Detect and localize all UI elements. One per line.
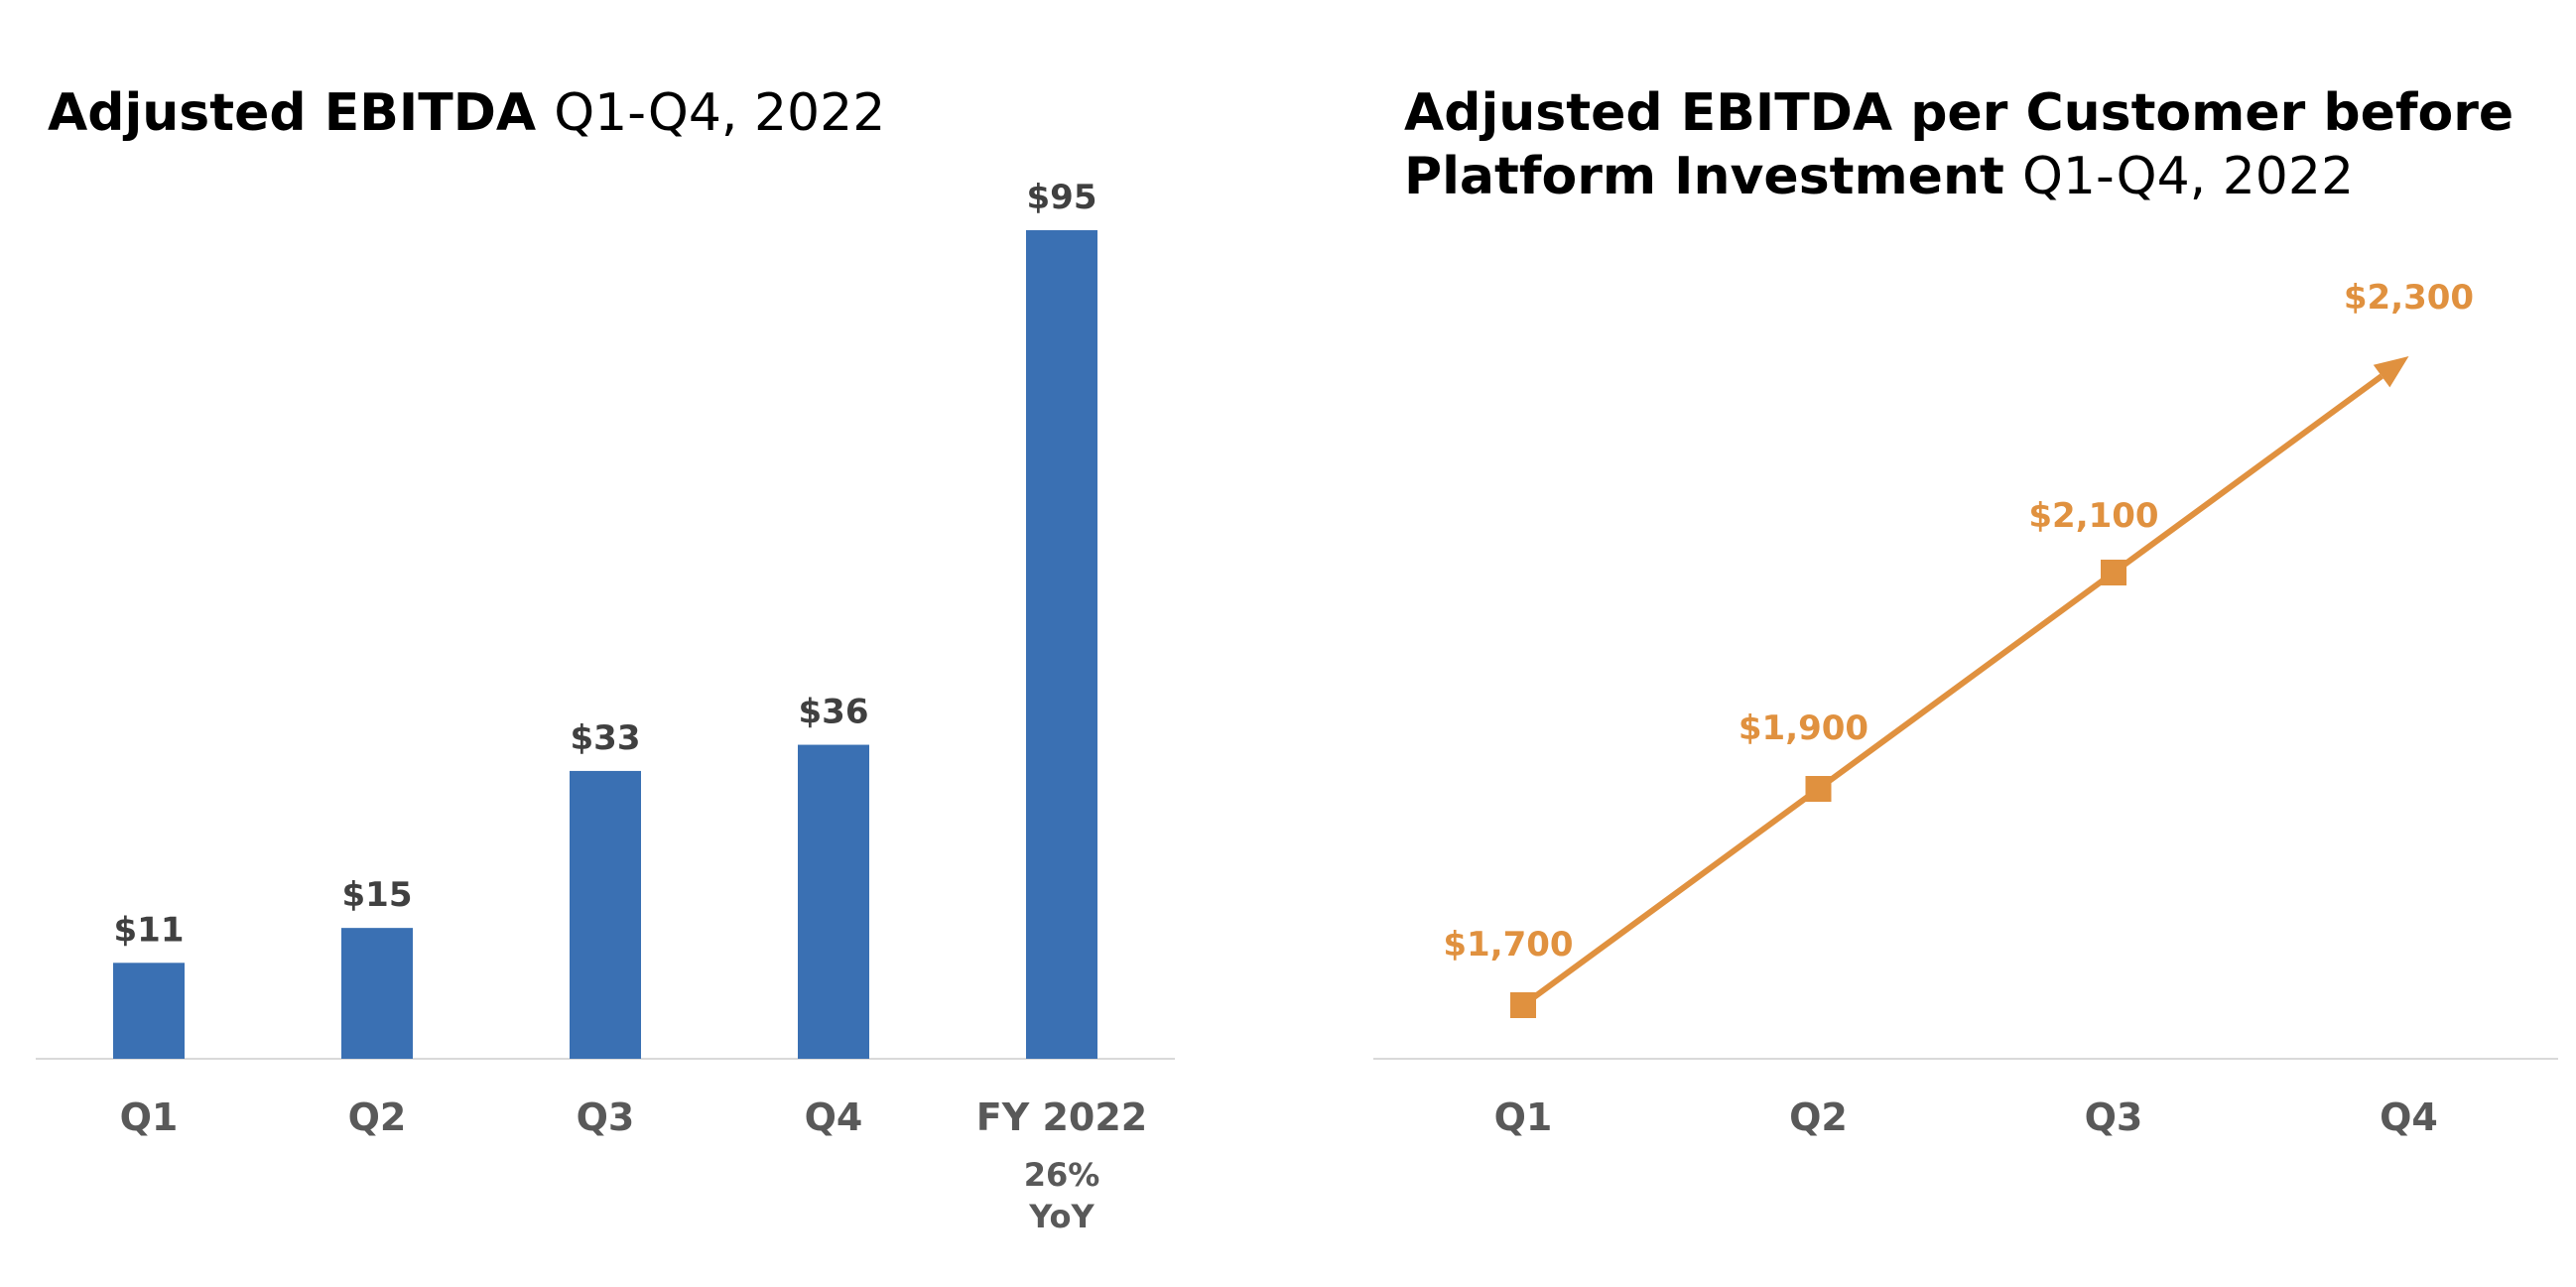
line-x-tick-label: Q1 [1494, 1095, 1553, 1139]
bar-chart-title: Adjusted EBITDA Q1-Q4, 2022 [48, 81, 1288, 145]
bar-x-tick-label: Q2 [348, 1095, 407, 1139]
line-chart-title-period: Q1-Q4, 2022 [2021, 147, 2355, 206]
bar-chart-title-period: Q1-Q4, 2022 [554, 83, 886, 143]
line-x-tick-label: Q2 [1789, 1095, 1848, 1139]
line-marker-q1 [1510, 992, 1536, 1018]
bar-q1 [113, 963, 185, 1059]
line-chart-title: Adjusted EBITDA per Customer before Plat… [1404, 81, 2545, 208]
line-marker-q3 [2101, 560, 2126, 585]
line-data-label: $2,100 [2028, 496, 2158, 536]
yoy-annotation-line: YoY [1028, 1198, 1095, 1235]
line-series [1521, 373, 2383, 1008]
bar-data-label: $95 [1027, 178, 1097, 217]
line-data-label: $1,900 [1739, 708, 1868, 748]
yoy-annotation-line: 26% [1024, 1156, 1100, 1194]
line-arrowhead-q4 [2373, 356, 2409, 388]
bar-fy-2022 [1026, 229, 1097, 1059]
bar-data-label: $11 [114, 910, 185, 950]
line-x-tick-label: Q3 [2085, 1095, 2143, 1139]
line-marker-q2 [1805, 776, 1832, 802]
bar-q3 [570, 770, 641, 1059]
line-x-tick-label: Q4 [2380, 1095, 2438, 1139]
bar-chart: $11 Q1 $15 Q2 $33 Q3 $36 Q4 $95 FY 2022 26% YoY [36, 178, 1175, 1235]
bar-data-label: $33 [571, 718, 641, 758]
line-chart-title-bold: Adjusted EBITDA per Customer before Plat… [1404, 83, 2514, 206]
bar-x-tick-label: Q4 [805, 1095, 863, 1139]
line-data-label: $2,300 [2344, 278, 2474, 318]
bar-x-tick-label: Q3 [577, 1095, 635, 1139]
bar-data-label: $36 [799, 693, 869, 732]
bar-data-label: $15 [342, 875, 413, 915]
bar-x-tick-label: Q1 [120, 1095, 179, 1139]
bar-x-tick-label: FY 2022 [976, 1095, 1147, 1139]
bar-q2 [341, 928, 413, 1059]
bar-chart-title-bold: Adjusted EBITDA [48, 83, 537, 143]
line-data-label: $1,700 [1443, 925, 1573, 965]
bar-q4 [798, 744, 869, 1059]
line-chart: $1,700 Q1 $1,900 Q2 $2,100 Q3 $2,300 Q4 [1373, 278, 2558, 1139]
